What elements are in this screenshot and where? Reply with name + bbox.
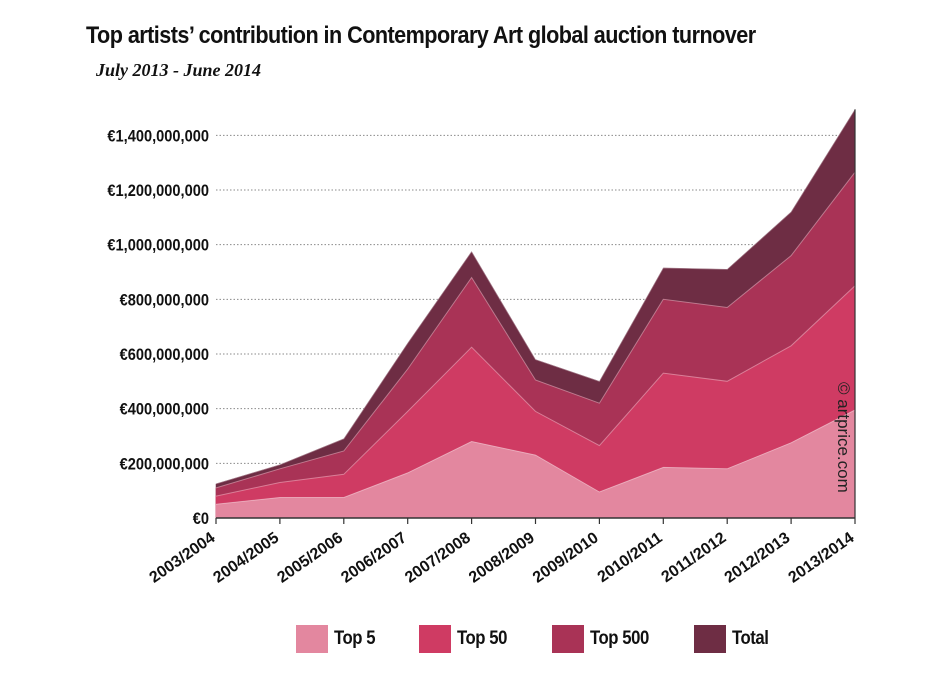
y-tick-label: €0: [193, 510, 209, 528]
y-tick-label: €800,000,000: [120, 291, 210, 309]
legend-item-top500: Top 500: [551, 625, 657, 653]
x-tick-label: 2009/2010: [530, 529, 602, 586]
y-tick-label: €1,400,000,000: [107, 127, 209, 145]
legend-item-top50: Top 50: [418, 625, 514, 653]
chart-subtitle: July 2013 - June 2014: [96, 60, 262, 80]
y-tick-label: €200,000,000: [120, 455, 210, 473]
legend-label-top5: Top 5: [334, 628, 376, 649]
series-line-top-50: [215, 285, 856, 497]
area-top-50: [215, 285, 856, 519]
legend-swatch-top50: [418, 625, 451, 653]
x-tick-label: 2007/2008: [402, 529, 474, 586]
x-tick-label: 2011/2012: [659, 529, 730, 586]
x-tick-label: 2006/2007: [338, 529, 410, 586]
y-tick-label: €1,000,000,000: [107, 237, 209, 255]
legend-item-total: Total: [694, 625, 773, 653]
x-tick-label: 2013/2014: [786, 529, 858, 586]
x-tick-labels: 2003/20042004/20052005/20062006/20072007…: [147, 529, 858, 586]
copyright-annotation: © artprice.com: [834, 382, 853, 493]
legend-label-top500: Top 500: [589, 628, 649, 649]
x-tick-label: 2005/2006: [274, 529, 346, 586]
legend-item-top5: Top 5: [296, 625, 381, 653]
series-line-top-5: [215, 409, 856, 505]
x-tick-label: 2004/2005: [210, 529, 282, 586]
area-top-5: [215, 409, 856, 519]
y-tick-label: €1,200,000,000: [107, 182, 209, 200]
y-tick-labels: €0 €200,000,000 €400,000,000 €600,000,000 €8…: [107, 127, 209, 528]
legend-label-top50: Top 50: [456, 628, 507, 649]
chart-title: Top artists’ contribution in Contemporar…: [86, 22, 756, 49]
legend-label-total: Total: [732, 628, 769, 649]
x-tick-label: 2008/2009: [466, 529, 538, 586]
areas: [215, 108, 856, 519]
legend-swatch-top5: [296, 625, 328, 653]
series-line-top-500: [215, 171, 856, 489]
x-tick-label: 2012/2013: [722, 529, 794, 586]
axes: [215, 109, 856, 524]
x-tick-label: 2010/2011: [595, 529, 666, 586]
x-tick-label: 2003/2004: [147, 529, 219, 586]
series-line-total: [215, 109, 856, 485]
legend-swatch-top500: [551, 625, 584, 653]
y-tick-label: €400,000,000: [120, 401, 210, 419]
legend: Top 5 Top 50 Top 500 Total: [296, 625, 812, 653]
y-tick-label: €600,000,000: [120, 346, 210, 364]
legend-swatch-total: [694, 625, 727, 653]
